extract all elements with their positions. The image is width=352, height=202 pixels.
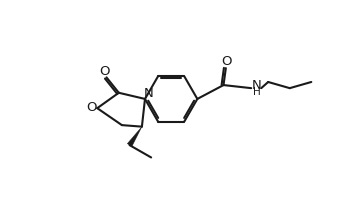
Polygon shape (127, 127, 142, 147)
Text: O: O (100, 65, 110, 78)
Text: O: O (221, 55, 232, 68)
Text: N: N (144, 87, 154, 100)
Text: H: H (253, 87, 260, 97)
Text: O: O (86, 101, 96, 114)
Text: N: N (252, 79, 262, 92)
